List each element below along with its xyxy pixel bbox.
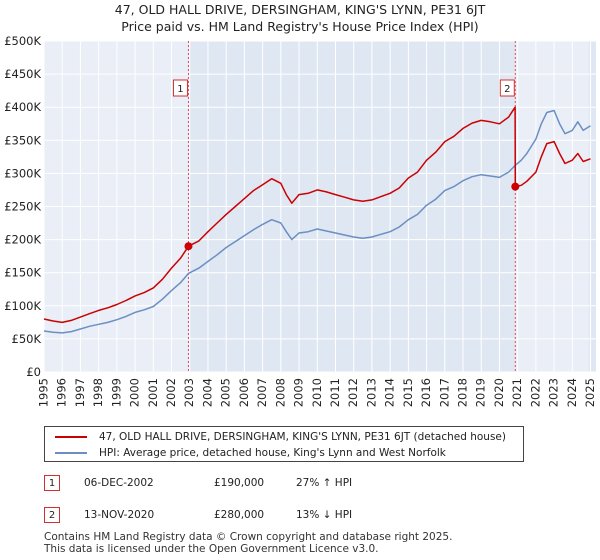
y-tick-label: £400K <box>4 100 41 114</box>
y-tick-label: £300K <box>4 166 41 180</box>
transaction-badge-1: 1 <box>44 475 60 491</box>
x-tick-label: 2022 <box>528 378 542 407</box>
transaction-row-1: 1 06-DEC-2002 £190,000 27% ↑ HPI <box>44 475 444 495</box>
transaction-row-2: 2 13-NOV-2020 £280,000 13% ↓ HPI <box>44 507 444 527</box>
sale-marker-box-1 <box>172 79 188 97</box>
property-price-line <box>43 106 591 324</box>
x-tick-label: 2012 <box>346 378 360 407</box>
legend-item-hpi: HPI: Average price, detached house, King… <box>55 445 446 461</box>
transaction-date-2: 13-NOV-2020 <box>84 509 155 521</box>
price-chart: £0 £50K £100K £150K £200K £250K £300K £350K £400… <box>4 34 597 407</box>
y-tick-label: £50K <box>12 332 42 346</box>
x-tick-label: 1995 <box>37 378 51 407</box>
chart-subtitle: Price paid vs. HM Land Registry's House … <box>121 19 479 34</box>
transaction-hpi-2: 13% ↓ HPI <box>296 509 353 521</box>
legend-label-property: 47, OLD HALL DRIVE, DERSINGHAM, KING'S L… <box>99 431 506 443</box>
chart-title: 47, OLD HALL DRIVE, DERSINGHAM, KING'S L… <box>114 2 486 17</box>
x-tick-label: 2018 <box>456 378 470 407</box>
x-tick-label: 2007 <box>255 378 269 407</box>
sale-point-1 <box>184 242 193 251</box>
transaction-hpi-1: 27% ↑ HPI <box>296 477 353 489</box>
x-tick-label: 1999 <box>109 378 123 407</box>
x-tick-label: 2019 <box>474 378 488 407</box>
x-tick-label: 2015 <box>401 378 415 407</box>
y-tick-label: £350K <box>4 133 41 147</box>
footer-copyright: Contains HM Land Registry data © Crown c… <box>44 531 453 543</box>
transaction-badge-2: 2 <box>44 507 60 523</box>
footer-licence: This data is licensed under the Open Gov… <box>44 543 379 555</box>
sale-marker-label-2: 2 <box>504 84 510 95</box>
x-tick-label: 2021 <box>510 378 524 407</box>
transaction-date-1: 06-DEC-2002 <box>84 477 154 489</box>
x-tick-label: 2008 <box>273 378 287 407</box>
chart-legend: 47, OLD HALL DRIVE, DERSINGHAM, KING'S L… <box>44 426 524 462</box>
x-tick-label: 2011 <box>328 378 342 407</box>
y-tick-label: £500K <box>4 34 41 48</box>
y-tick-label: £250K <box>4 200 41 214</box>
x-tick-label: 2024 <box>565 378 579 407</box>
y-tick-label: £0 <box>26 365 41 379</box>
x-tick-label: 2003 <box>182 378 196 407</box>
x-tick-label: 2000 <box>128 378 142 407</box>
x-tick-label: 1998 <box>91 378 105 407</box>
x-tick-label: 2013 <box>364 378 378 407</box>
y-tick-label: £100K <box>4 299 41 313</box>
y-tick-label: £200K <box>4 233 41 247</box>
x-tick-label: 2002 <box>164 378 178 407</box>
x-tick-label: 2016 <box>419 378 433 407</box>
x-tick-label: 2025 <box>583 378 597 407</box>
legend-label-hpi: HPI: Average price, detached house, King… <box>99 447 446 459</box>
x-tick-label: 2010 <box>310 378 324 407</box>
x-tick-label: 2004 <box>200 378 214 407</box>
x-tick-label: 2001 <box>146 378 160 407</box>
transaction-price-2: £280,000 <box>214 509 265 521</box>
transaction-price-1: £190,000 <box>214 477 265 489</box>
legend-item-property: 47, OLD HALL DRIVE, DERSINGHAM, KING'S L… <box>55 429 506 445</box>
sale-marker-box-2 <box>499 79 515 97</box>
x-tick-label: 2005 <box>219 378 233 407</box>
y-tick-label: £450K <box>4 67 41 81</box>
legend-swatch-property <box>55 436 87 438</box>
sale-point-2 <box>511 182 520 191</box>
y-tick-label: £150K <box>4 266 41 280</box>
x-tick-label: 2023 <box>547 378 561 407</box>
sale-marker-label-1: 1 <box>177 84 183 95</box>
x-tick-label: 1996 <box>55 378 69 407</box>
x-tick-label: 2017 <box>437 378 451 407</box>
x-tick-label: 2009 <box>292 378 306 407</box>
x-tick-label: 2006 <box>237 378 251 407</box>
x-tick-label: 2014 <box>383 378 397 407</box>
legend-swatch-hpi <box>55 452 87 454</box>
x-tick-label: 1997 <box>73 378 87 407</box>
hpi-line <box>43 109 591 334</box>
x-tick-label: 2020 <box>492 378 506 407</box>
